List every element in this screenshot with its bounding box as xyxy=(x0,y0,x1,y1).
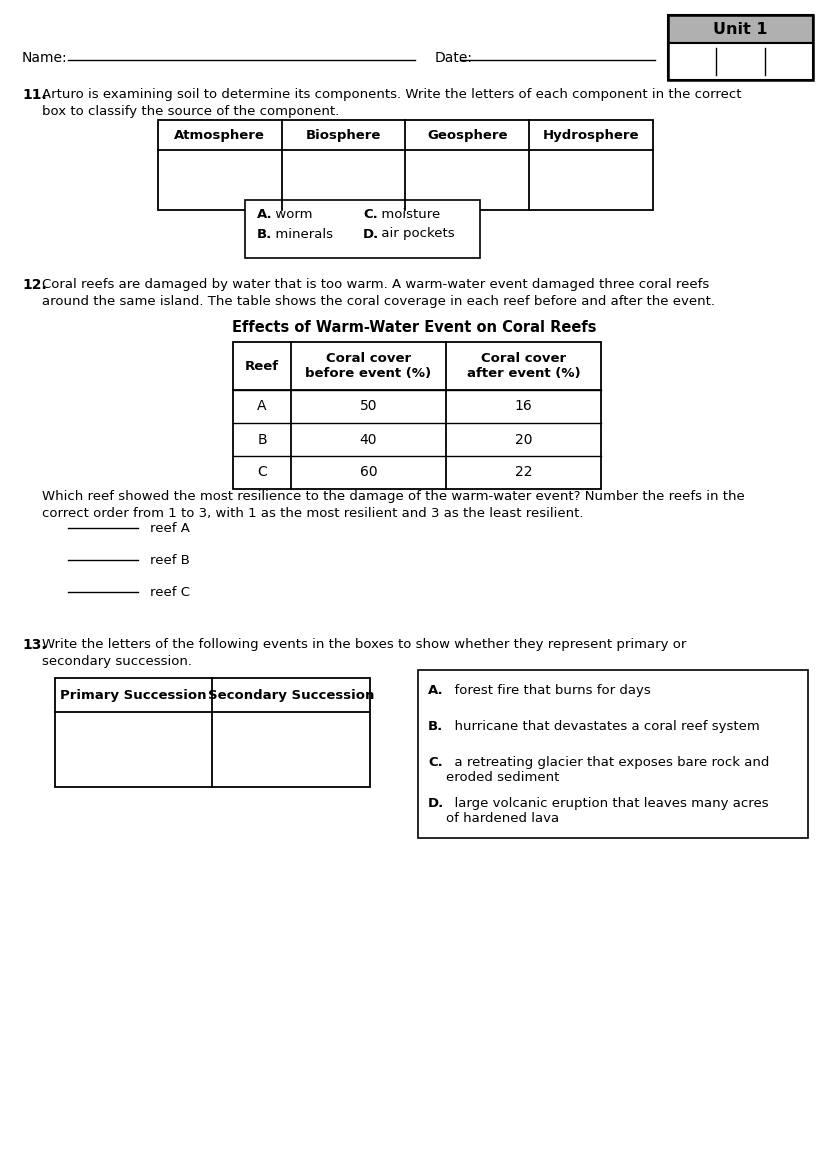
Bar xyxy=(55,677,370,787)
Text: Which reef showed the most resilience to the damage of the warm-water event? Num: Which reef showed the most resilience to… xyxy=(42,491,743,503)
Text: 13.: 13. xyxy=(22,638,46,652)
Text: Primary Succession: Primary Succession xyxy=(60,688,207,702)
Text: correct order from 1 to 3, with 1 as the most resilient and 3 as the least resil: correct order from 1 to 3, with 1 as the… xyxy=(42,507,583,520)
Text: a retreating glacier that exposes bare rock and: a retreating glacier that exposes bare r… xyxy=(446,756,768,769)
Text: 60: 60 xyxy=(359,466,377,480)
Text: B.: B. xyxy=(428,719,442,734)
Text: C: C xyxy=(257,466,266,480)
Text: box to classify the source of the component.: box to classify the source of the compon… xyxy=(42,105,339,118)
Text: 20: 20 xyxy=(514,432,532,446)
Text: Unit 1: Unit 1 xyxy=(712,21,767,36)
Text: D.: D. xyxy=(428,797,444,809)
Text: of hardened lava: of hardened lava xyxy=(446,812,558,825)
Text: B: B xyxy=(257,432,266,446)
Bar xyxy=(667,15,812,79)
Text: Name:: Name: xyxy=(22,51,68,65)
Text: around the same island. The table shows the coral coverage in each reef before a: around the same island. The table shows … xyxy=(42,296,715,308)
Text: A: A xyxy=(257,399,266,413)
Text: . moisture: . moisture xyxy=(372,208,440,221)
Text: Biosphere: Biosphere xyxy=(305,128,381,141)
Text: 12.: 12. xyxy=(22,278,46,292)
Text: C.: C. xyxy=(428,756,442,769)
Bar xyxy=(667,43,812,79)
Text: Coral reefs are damaged by water that is too warm. A warm-water event damaged th: Coral reefs are damaged by water that is… xyxy=(42,278,709,291)
Text: Hydrosphere: Hydrosphere xyxy=(543,128,638,141)
Text: . worm: . worm xyxy=(266,208,312,221)
Text: reef B: reef B xyxy=(150,555,189,568)
Text: . air pockets: . air pockets xyxy=(372,228,454,241)
Text: Effects of Warm-Water Event on Coral Reefs: Effects of Warm-Water Event on Coral Ree… xyxy=(232,320,595,335)
Text: Write the letters of the following events in the boxes to show whether they repr: Write the letters of the following event… xyxy=(42,638,686,651)
Bar xyxy=(667,15,812,43)
Bar xyxy=(245,200,480,258)
Bar xyxy=(158,120,653,210)
Text: 11.: 11. xyxy=(22,88,46,102)
Bar xyxy=(418,670,807,837)
Text: Geosphere: Geosphere xyxy=(427,128,507,141)
Bar xyxy=(232,342,600,489)
Text: 50: 50 xyxy=(359,399,377,413)
Text: Reef: Reef xyxy=(245,360,279,373)
Text: reef A: reef A xyxy=(150,522,189,535)
Text: hurricane that devastates a coral reef system: hurricane that devastates a coral reef s… xyxy=(446,719,759,734)
Text: Coral cover
after event (%): Coral cover after event (%) xyxy=(466,352,580,380)
Text: C.: C. xyxy=(362,208,377,221)
Text: Atmosphere: Atmosphere xyxy=(174,128,265,141)
Text: reef C: reef C xyxy=(150,586,189,599)
Text: Coral cover
before event (%): Coral cover before event (%) xyxy=(305,352,431,380)
Text: 16: 16 xyxy=(514,399,532,413)
Text: . minerals: . minerals xyxy=(266,228,332,241)
Text: 40: 40 xyxy=(359,432,377,446)
Text: A.: A. xyxy=(256,208,272,221)
Text: secondary succession.: secondary succession. xyxy=(42,655,192,668)
Text: B.: B. xyxy=(256,228,272,241)
Text: Date:: Date: xyxy=(434,51,472,65)
Text: A.: A. xyxy=(428,684,443,697)
Text: forest fire that burns for days: forest fire that burns for days xyxy=(446,684,650,697)
Text: eroded sediment: eroded sediment xyxy=(446,771,559,784)
Text: large volcanic eruption that leaves many acres: large volcanic eruption that leaves many… xyxy=(446,797,767,809)
Text: 22: 22 xyxy=(514,466,532,480)
Text: Secondary Succession: Secondary Succession xyxy=(208,688,374,702)
Text: Arturo is examining soil to determine its components. Write the letters of each : Arturo is examining soil to determine it… xyxy=(42,88,741,100)
Text: D.: D. xyxy=(362,228,379,241)
